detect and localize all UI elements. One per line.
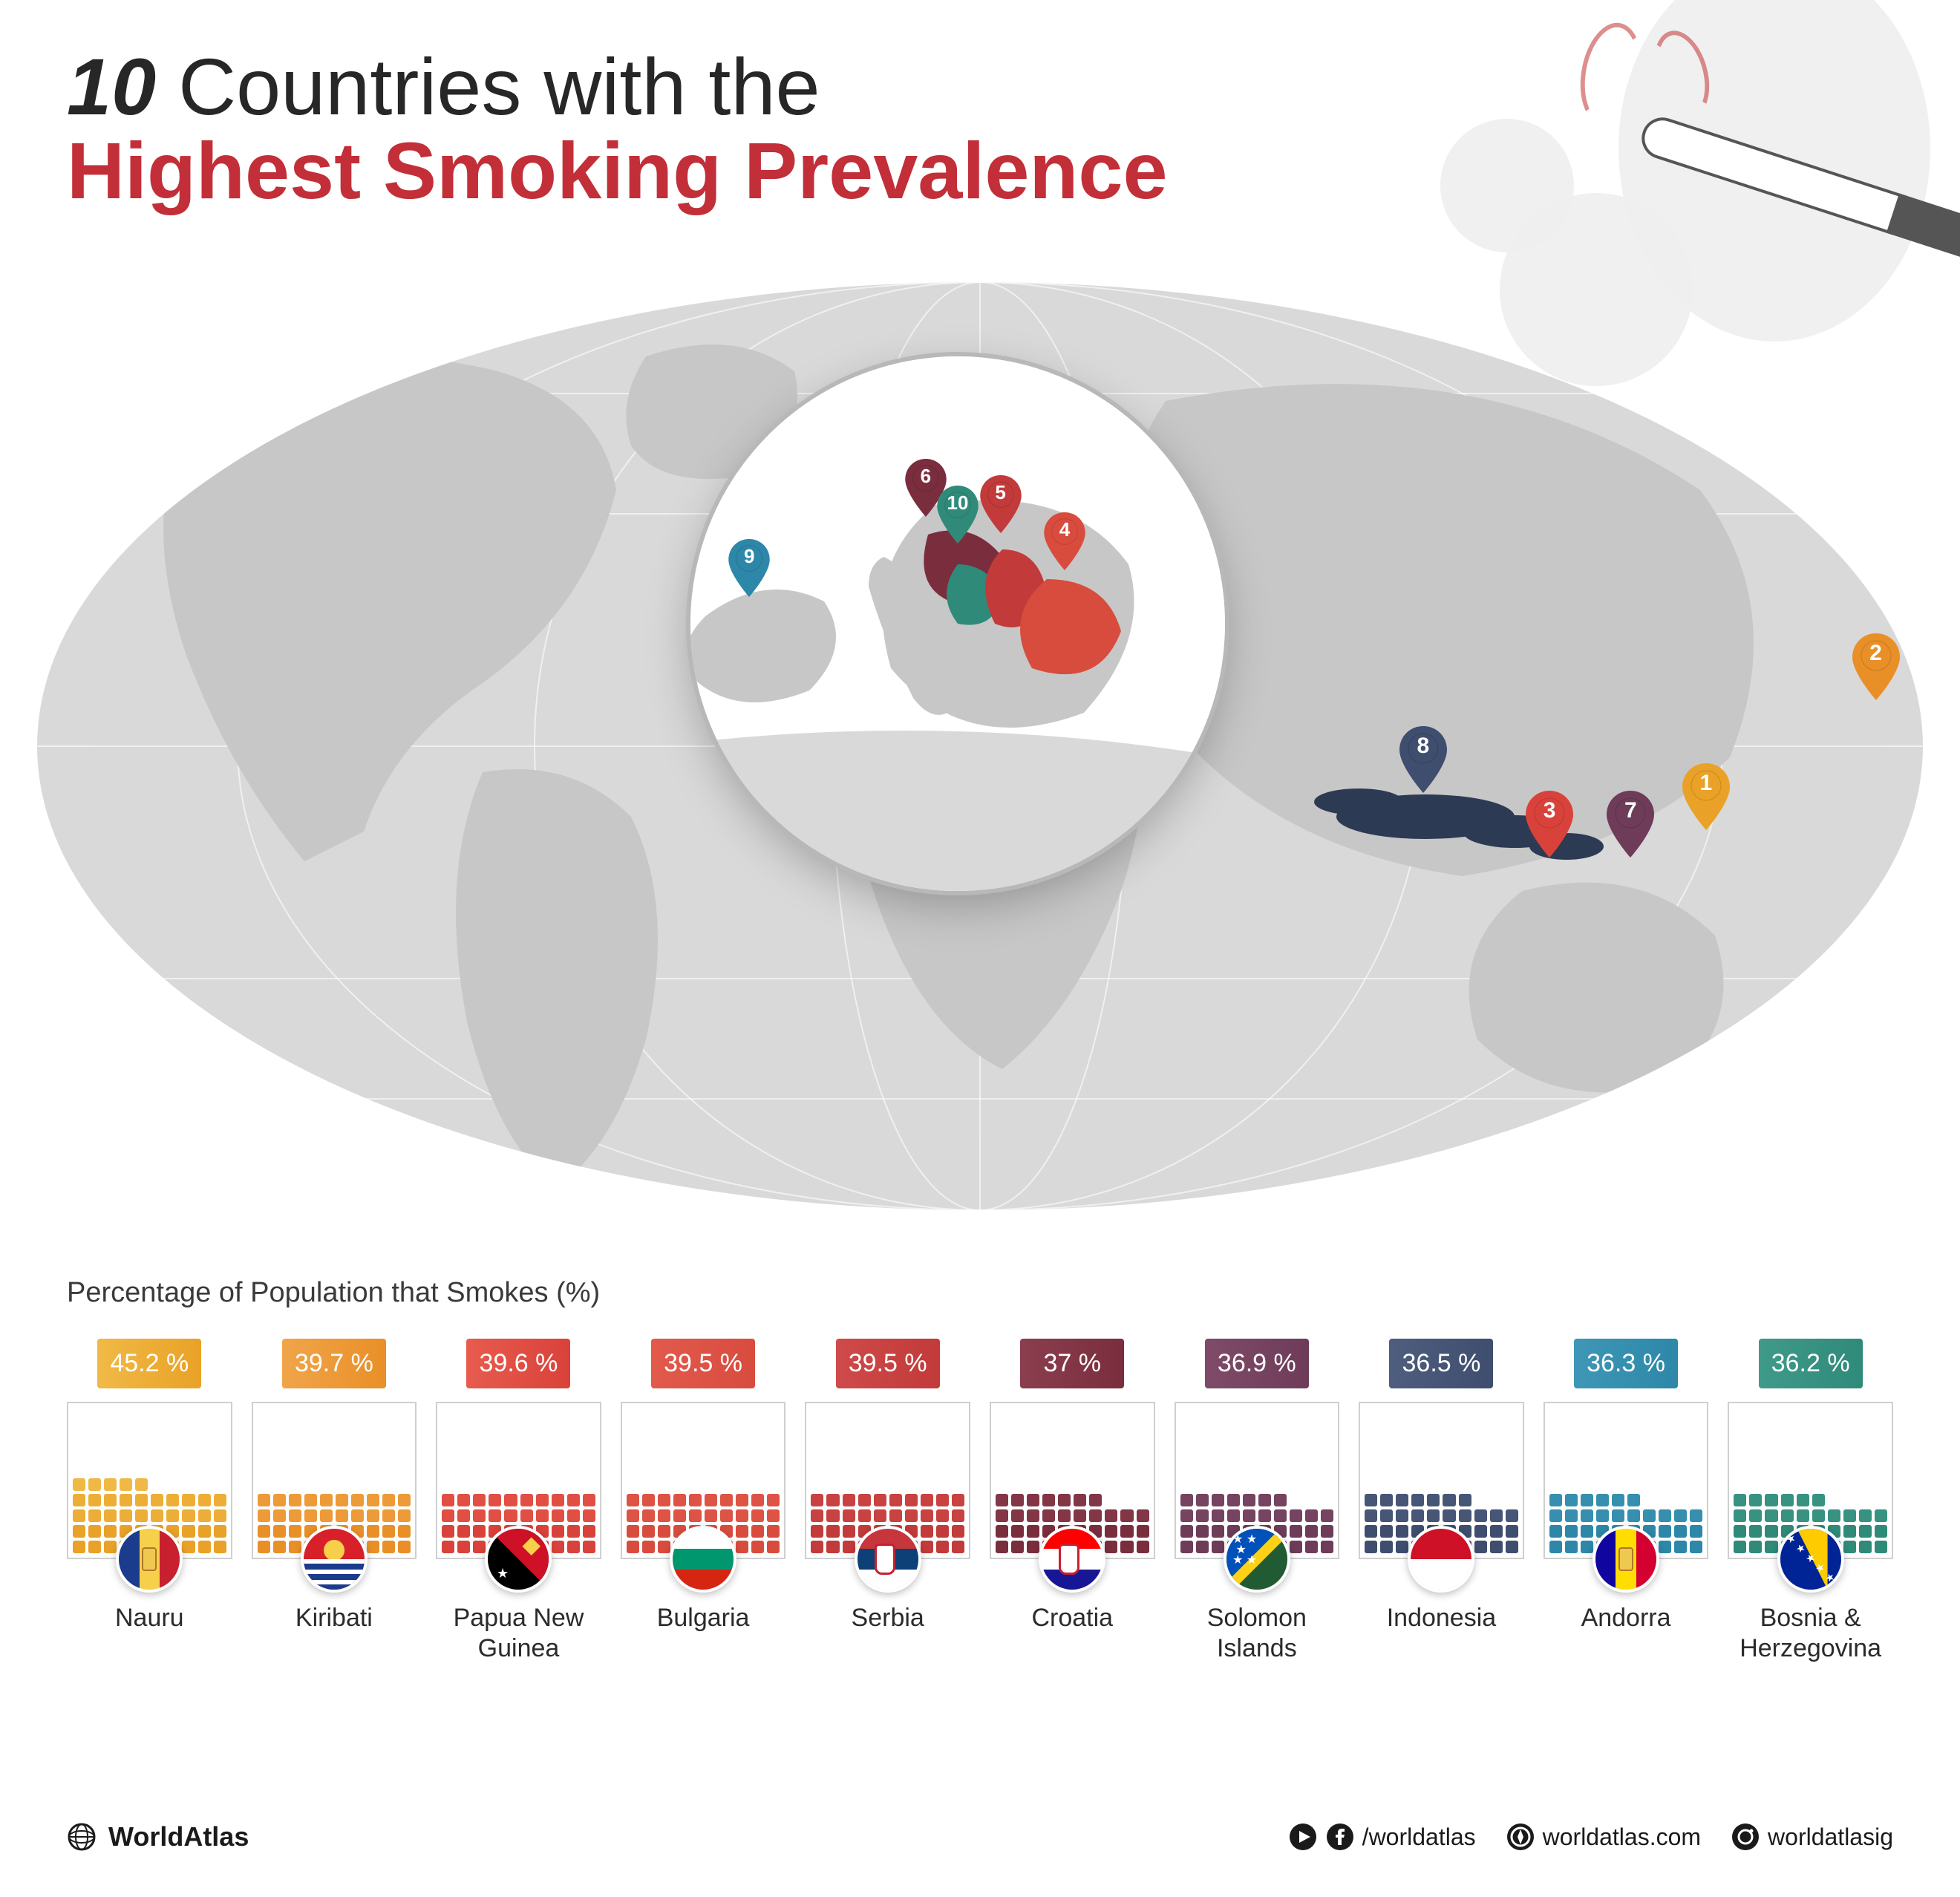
play-icon	[1288, 1822, 1318, 1852]
title-line-2: Highest Smoking Prevalence	[67, 128, 1168, 212]
footer-social-text: worldatlasig	[1768, 1823, 1893, 1851]
country-card-3: 39.6 % ★ Papua New Guinea	[436, 1339, 601, 1664]
map-zoom-pins: 4 5 6 9 10	[690, 356, 1225, 891]
footer-social-item: /worldatlas	[1288, 1822, 1476, 1852]
world-map: 1 2 3 7 8	[37, 282, 1923, 1210]
country-name: Bulgaria	[657, 1603, 750, 1633]
map-pin-9: 9	[728, 539, 770, 597]
country-card-1: 45.2 % Nauru	[67, 1339, 232, 1664]
map-pin-8: 8	[1399, 726, 1447, 793]
map-pin-7: 7	[1607, 791, 1654, 858]
waffle-chart-section: Percentage of Population that Smokes (%)…	[67, 1277, 1893, 1664]
map-pin-4: 4	[1044, 512, 1085, 570]
title-line1-rest: Countries with the	[156, 42, 820, 131]
country-name: Andorra	[1581, 1603, 1671, 1633]
country-name: Kiribati	[295, 1603, 373, 1633]
pct-badge: 39.6 %	[466, 1339, 570, 1388]
flag-icon: ★★★★★★★	[1777, 1526, 1844, 1593]
footer-social-text: worldatlas.com	[1543, 1823, 1701, 1851]
footer-socials: /worldatlas worldatlas.com worldatlasig	[1288, 1822, 1893, 1852]
flag-icon	[855, 1526, 921, 1593]
title-line-1: 10 Countries with the	[67, 45, 1168, 128]
country-card-8: 36.5 % Indonesia	[1359, 1339, 1524, 1664]
flag-icon	[116, 1526, 183, 1593]
flag-icon	[1039, 1526, 1105, 1593]
map-pin-5: 5	[980, 475, 1022, 533]
pct-badge: 39.5 %	[836, 1339, 940, 1388]
country-name: Solomon Islands	[1175, 1603, 1340, 1664]
pct-badge: 45.2 %	[97, 1339, 201, 1388]
flag-icon	[301, 1526, 368, 1593]
country-name: Bosnia & Herzegovina	[1728, 1603, 1893, 1664]
country-card-6: 37 % Croatia	[990, 1339, 1155, 1664]
country-name: Nauru	[115, 1603, 184, 1633]
globe-icon	[67, 1822, 97, 1852]
country-cards: 45.2 % Nauru39.7 % Kiribati39.6 % ★Papua…	[67, 1339, 1893, 1664]
country-name: Serbia	[852, 1603, 924, 1633]
country-name: Croatia	[1031, 1603, 1113, 1633]
flag-icon: ★	[485, 1526, 552, 1593]
flag-icon	[670, 1526, 736, 1593]
footer-brand-text: WorldAtlas	[108, 1821, 249, 1852]
map-pin-2: 2	[1852, 633, 1900, 700]
circle-icon	[1731, 1822, 1760, 1852]
country-card-4: 39.5 % Bulgaria	[621, 1339, 786, 1664]
map-pin-3: 3	[1526, 791, 1573, 858]
country-card-7: 36.9 % ★ ★ ★★ ★ Solomon Islands	[1175, 1339, 1340, 1664]
country-name: Papua New Guinea	[436, 1603, 601, 1664]
country-card-5: 39.5 % Serbia	[805, 1339, 970, 1664]
footer-social-item: worldatlasig	[1731, 1822, 1893, 1852]
chart-title: Percentage of Population that Smokes (%)	[67, 1277, 1893, 1309]
country-card-10: 36.2 % ★★★★★★★ Bosnia & Herzegovina	[1728, 1339, 1893, 1664]
footer-social-item: worldatlas.com	[1506, 1822, 1701, 1852]
flag-icon	[1592, 1526, 1659, 1593]
footer: WorldAtlas /worldatlas worldatlas.com worl…	[67, 1821, 1893, 1852]
flag-icon	[1408, 1526, 1474, 1593]
pct-badge: 39.7 %	[282, 1339, 386, 1388]
pct-badge: 36.5 %	[1389, 1339, 1493, 1388]
flag-icon: ★ ★ ★★ ★	[1224, 1526, 1290, 1593]
pct-badge: 36.3 %	[1574, 1339, 1678, 1388]
country-card-2: 39.7 % Kiribati	[252, 1339, 417, 1664]
country-card-9: 36.3 % Andorra	[1544, 1339, 1709, 1664]
footer-social-text: /worldatlas	[1362, 1823, 1476, 1851]
facebook-icon	[1325, 1822, 1355, 1852]
pct-badge: 37 %	[1020, 1339, 1124, 1388]
cigarette-icon	[1636, 112, 1960, 271]
pct-badge: 36.2 %	[1759, 1339, 1863, 1388]
pct-badge: 36.9 %	[1205, 1339, 1309, 1388]
map-pin-10: 10	[937, 486, 979, 543]
map-pin-1: 1	[1682, 763, 1730, 830]
country-name: Indonesia	[1387, 1603, 1496, 1633]
compass-icon	[1506, 1822, 1535, 1852]
title-number: 10	[67, 42, 156, 131]
footer-brand: WorldAtlas	[67, 1821, 249, 1852]
map-zoom-inset: 4 5 6 9 10	[690, 356, 1225, 891]
page-title: 10 Countries with the Highest Smoking Pr…	[67, 45, 1168, 213]
pct-badge: 39.5 %	[651, 1339, 755, 1388]
